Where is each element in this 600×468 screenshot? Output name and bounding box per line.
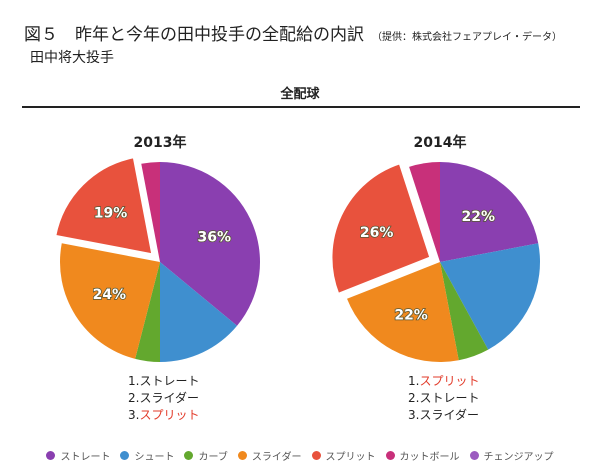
ranking-highlight: スプリット (139, 408, 200, 422)
legend-label: カーブ (198, 452, 228, 463)
pie-slice-スライダー (59, 243, 160, 359)
pie-slice-シュート (440, 243, 540, 350)
subtitle: 田中将大投手 (30, 50, 114, 66)
source-note: （提供：株式会社フェアプレイ・データ） (372, 32, 562, 43)
ranking-highlight: スプリット (419, 374, 480, 388)
ranking-item: 2.ストレート (408, 391, 480, 405)
legend-label: シュート (134, 452, 175, 463)
legend-item: スライダー (237, 448, 302, 463)
legend-dot-icon (385, 451, 395, 460)
legend-item: シュート (120, 448, 174, 463)
ranking-item: 3.スプリット (128, 408, 200, 422)
ranking-2014: 1.スプリット 2.ストレート 3.スライダー (408, 373, 479, 424)
ranking-item: 2.スライダー (128, 391, 199, 405)
slice-label: 26% (360, 225, 394, 241)
legend-label: ストレート (60, 452, 111, 463)
pie-2014: 22% 22% 26% (329, 160, 540, 363)
legend-item: ストレート (46, 448, 110, 463)
legend-item: チェンジアップ (469, 448, 554, 463)
legend-item: スプリット (311, 448, 376, 463)
slice-label: 19% (94, 206, 128, 222)
pie-slice-スライダー (347, 262, 459, 363)
legend-dot-icon (469, 451, 479, 460)
slice-label: 22% (394, 308, 428, 324)
legend-dot-icon (311, 451, 321, 460)
legend-label: チェンジアップ (483, 452, 554, 463)
ranking-2013: 1.ストレート 2.スライダー 3.スプリット (128, 373, 199, 424)
legend-label: スライダー (251, 452, 302, 463)
pie-title-2013: 2013年 (133, 135, 187, 151)
pie-slice-カットボール (409, 162, 440, 262)
pie-title-2014: 2014年 (413, 135, 467, 151)
pie-charts: 36% 24% 19% 22% 22% 26% (52, 154, 540, 363)
legend-dot-icon (120, 451, 130, 460)
legend-dot-icon (184, 451, 194, 460)
section-title: 全配球 (280, 87, 320, 102)
ranking-item: 3.スライダー (408, 408, 479, 422)
pie-slice-スプリット (329, 160, 433, 297)
legend-label: カットボール (399, 452, 460, 463)
pie-slice-シュート (160, 262, 238, 362)
legend-dot-icon (237, 451, 247, 460)
title-text: 図５ 昨年と今年の田中投手の全配給の内訳 (24, 25, 364, 45)
legend-item: カットボール (385, 448, 460, 463)
pie-slice-ストレート (440, 162, 539, 262)
figure-title: 図５ 昨年と今年の田中投手の全配給の内訳 （提供：株式会社フェアプレイ・データ） (24, 20, 562, 45)
pie-slice-カーブ (135, 262, 160, 362)
ranking-item: 1.スプリット (408, 374, 480, 388)
pie-2013: 36% 24% 19% (52, 154, 260, 362)
legend: ストレート シュート カーブ スライダー スプリット カットボール チェンジアップ (0, 448, 600, 463)
legend-dot-icon (46, 451, 56, 460)
ranking-item: 1.ストレート (128, 374, 200, 388)
divider (22, 106, 580, 108)
slice-label: 22% (461, 209, 495, 225)
pie-slice-スプリット (52, 154, 155, 257)
pie-slice-カットボール (141, 162, 160, 262)
pie-slice-カーブ (440, 262, 489, 361)
legend-label: スプリット (325, 452, 376, 463)
slice-label: 36% (198, 229, 232, 245)
slice-label: 24% (93, 287, 127, 303)
legend-item: カーブ (184, 448, 228, 463)
pie-slice-ストレート (160, 162, 260, 326)
